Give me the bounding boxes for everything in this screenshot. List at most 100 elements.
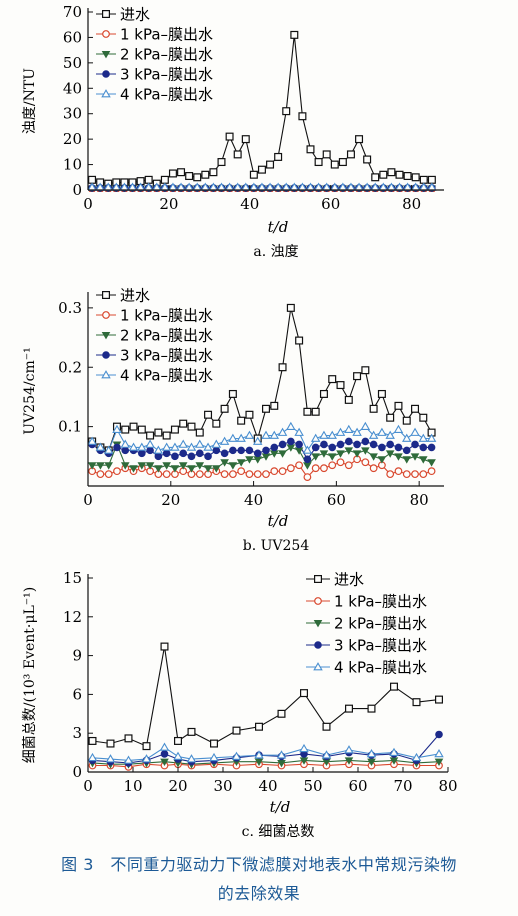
data-point-c-4-10 — [276, 750, 287, 759]
data-point-b-4-1 — [95, 442, 106, 451]
data-point-a-0-7 — [144, 175, 153, 184]
data-point-c-4-15 — [389, 747, 399, 756]
data-point-b-3-40 — [419, 443, 428, 452]
data-point-b-2-15 — [212, 465, 221, 473]
data-point-b-0-29 — [328, 375, 337, 384]
data-point-b-1-9 — [162, 470, 171, 479]
legend-label-b-4: 4 kPa–膜出水 — [120, 367, 213, 385]
data-point-b-1-19 — [245, 470, 254, 479]
data-point-c-2-15 — [389, 757, 399, 765]
data-point-b-4-4 — [120, 439, 131, 448]
data-point-c-0-6 — [187, 727, 196, 736]
data-point-b-0-9 — [162, 431, 171, 440]
y-tick-label-a-7: 70 — [63, 3, 82, 21]
data-point-b-1-3 — [113, 467, 121, 476]
data-point-b-2-1 — [96, 462, 105, 470]
data-point-a-0-31 — [338, 158, 347, 167]
data-point-b-4-2 — [103, 445, 114, 454]
data-point-b-2-32 — [352, 450, 362, 458]
legend-label-a-2: 2 kPa–膜出水 — [120, 46, 213, 64]
data-point-b-1-20 — [253, 470, 262, 479]
data-point-b-2-33 — [361, 447, 370, 455]
data-point-b-4-24 — [286, 421, 296, 430]
data-point-b-4-41 — [426, 433, 437, 442]
data-point-b-3-17 — [229, 446, 237, 455]
data-point-b-4-21 — [261, 430, 271, 439]
data-point-b-3-34 — [369, 440, 378, 449]
data-point-b-3-30 — [336, 440, 345, 449]
data-point-b-4-31 — [344, 424, 354, 433]
data-point-b-0-32 — [353, 372, 362, 381]
data-point-b-3-33 — [361, 437, 370, 446]
data-point-b-4-35 — [377, 427, 387, 436]
data-point-b-3-39 — [411, 440, 419, 449]
x-tick-label-b-1: 20 — [161, 491, 180, 509]
data-point-c-3-17 — [435, 730, 443, 739]
data-point-c-0-14 — [367, 704, 376, 713]
data-point-b-4-36 — [385, 430, 395, 439]
data-point-b-3-20 — [253, 449, 262, 458]
legend-label-a-3: 3 kPa–膜出水 — [120, 66, 213, 84]
data-point-b-1-26 — [303, 473, 312, 481]
legend-marker-a-3 — [102, 70, 110, 78]
data-point-a-0-22 — [266, 160, 275, 169]
data-point-b-2-18 — [236, 459, 246, 467]
data-point-b-0-10 — [170, 425, 179, 434]
data-point-c-4-6 — [186, 754, 197, 763]
data-point-a-0-26 — [298, 112, 307, 121]
data-point-b-3-12 — [187, 452, 196, 461]
legend-marker-c-2 — [313, 620, 323, 628]
data-point-c-4-3 — [141, 754, 152, 763]
data-point-b-2-37 — [394, 453, 403, 461]
data-point-b-2-4 — [120, 462, 130, 470]
legend-label-a-4: 4 kPa–膜出水 — [120, 86, 213, 104]
data-point-c-4-13 — [344, 745, 354, 754]
y-tick-label-b-2: 0.3 — [58, 299, 82, 317]
data-point-b-2-34 — [369, 453, 378, 461]
data-point-a-0-12 — [185, 172, 194, 181]
x-tick-label-a-3: 60 — [321, 195, 340, 213]
x-tick-label-c-8: 80 — [438, 777, 457, 795]
legend-label-c-1: 1 kPa–膜出水 — [334, 593, 427, 611]
data-point-b-0-28 — [319, 389, 328, 398]
y-tick-label-a-2: 20 — [63, 130, 82, 148]
data-point-b-4-10 — [170, 442, 180, 451]
data-point-b-1-17 — [228, 470, 237, 479]
data-point-b-0-31 — [344, 395, 353, 404]
data-point-b-4-14 — [203, 442, 213, 451]
data-point-a-0-9 — [160, 175, 169, 184]
x-tick-label-a-0: 0 — [83, 195, 93, 213]
data-point-b-2-8 — [154, 465, 163, 473]
x-tick-label-a-1: 20 — [159, 195, 178, 213]
data-point-b-0-34 — [369, 404, 378, 413]
data-point-b-0-12 — [187, 422, 196, 431]
data-point-b-1-22 — [270, 467, 279, 476]
chart-caption-b: b. UV254 — [243, 538, 310, 554]
data-point-c-0-7 — [210, 739, 219, 748]
data-point-b-0-27 — [311, 407, 320, 416]
data-point-a-0-36 — [379, 170, 388, 179]
data-point-b-4-27 — [310, 433, 321, 442]
legend-label-b-2: 2 kPa–膜出水 — [120, 327, 213, 345]
data-point-b-3-22 — [270, 443, 279, 452]
legend-label-b-3: 3 kPa–膜出水 — [120, 347, 213, 365]
data-point-b-3-25 — [295, 440, 303, 449]
data-point-c-0-16 — [412, 698, 421, 707]
data-point-b-4-12 — [186, 442, 197, 451]
data-point-b-1-18 — [237, 467, 246, 476]
data-point-b-4-11 — [178, 439, 188, 448]
data-point-b-1-23 — [278, 467, 287, 476]
data-point-b-3-35 — [378, 443, 386, 452]
legend-b: 进水 1 kPa–膜出水 2 kPa–膜出水 3 kPa–膜出水 4 kPa–膜出水 — [96, 287, 213, 385]
plot-area-c — [88, 642, 444, 771]
data-point-c-2-13 — [344, 757, 354, 765]
data-point-a-0-19 — [241, 135, 250, 144]
data-point-c-2-17 — [434, 758, 444, 767]
data-point-b-3-36 — [386, 440, 394, 449]
data-point-a-0-30 — [330, 160, 339, 169]
data-point-b-0-30 — [336, 381, 345, 390]
legend-label-a-1: 1 kPa–膜出水 — [120, 26, 213, 44]
data-point-b-2-31 — [344, 447, 354, 455]
data-point-b-3-21 — [262, 446, 270, 455]
